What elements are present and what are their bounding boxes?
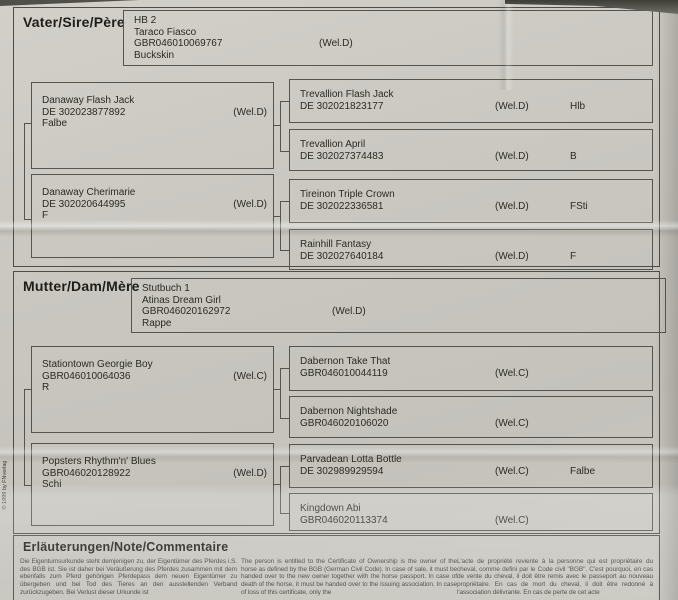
horse-reg-number: GBR046010044119: [300, 367, 388, 379]
horse-reg-number: GBR046020162972: [142, 306, 231, 317]
notes-text-english: The person is entitled to the Certificat…: [241, 558, 457, 596]
horse-reg-number: DE 302021823177: [300, 100, 384, 112]
horse-reg-number: DE 302020644995: [42, 198, 126, 210]
pedigree-box-dam-sire: Stationtown Georgie Boy GBR046010064036 …: [31, 346, 274, 433]
horse-reg-number: DE 302023877892: [42, 106, 126, 118]
breed-label: (Wel.D): [495, 150, 529, 162]
sire-section: Vater/Sire/Père HB 2 Taraco Fiasco GBR04…: [13, 7, 660, 270]
horse-name: Rainhill Fantasy: [300, 239, 372, 250]
paper-shadow-top-left: [0, 0, 140, 6]
horse-reg-number: DE 302022336581: [300, 200, 384, 212]
pedigree-connector: [274, 389, 280, 390]
horse-name: Parvadean Lotta Bottle: [300, 454, 402, 465]
notes-text-german: Die Eigentumsurkunde steht demjenigen zu…: [20, 558, 237, 596]
horse-reg-number: GBR046020128922: [42, 467, 131, 479]
pedigree-box-dam-sire-dam: Dabernon Nightshade GBR046020106020 (Wel…: [289, 396, 653, 438]
sire-section-header: Vater/Sire/Père: [23, 14, 125, 30]
horse-name: Popsters Rhythm'n' Blues: [42, 456, 156, 467]
pedigree-box-dam-dam: Popsters Rhythm'n' Blues GBR046020128922…: [31, 443, 274, 526]
pedigree-box-sire: HB 2 Taraco Fiasco GBR046010069767 Bucks…: [123, 10, 653, 66]
pedigree-box-sire-sire: Danaway Flash Jack DE 302023877892 Falbe…: [31, 82, 274, 169]
horse-color: Falbe: [42, 118, 68, 129]
breed-label: (Wel.D): [319, 38, 353, 49]
color-label: FSti: [570, 200, 588, 212]
pedigree-box-dam-dam-dam: Kingdown Abi GBR046020113374 (Wel.C): [289, 493, 653, 531]
horse-name: Dabernon Take That: [300, 356, 391, 367]
pedigree-box-sire-dam: Danaway Cherimarie DE 302020644995 F (We…: [31, 174, 274, 258]
studbook-label: HB 2: [134, 15, 157, 26]
breed-label: (Wel.D): [233, 198, 267, 210]
horse-name: Dabernon Nightshade: [300, 406, 398, 417]
pedigree-box-dam: Stutbuch 1 Atinas Dream Girl GBR04602016…: [131, 278, 666, 333]
horse-color: Rappe: [142, 317, 172, 329]
pedigree-connector: [274, 125, 280, 126]
breed-label: (Wel.C): [495, 514, 529, 526]
horse-color: Buckskin: [134, 49, 175, 61]
horse-name: Danaway Cherimarie: [42, 187, 136, 198]
breed-label: (Wel.C): [495, 417, 529, 429]
pedigree-box-dam-sire-sire: Dabernon Take That GBR046010044119 (Wel.…: [289, 346, 653, 391]
breed-label: (Wel.D): [233, 467, 267, 479]
breed-label: (Wel.C): [495, 367, 529, 379]
breed-label: (Wel.D): [495, 200, 529, 212]
breed-label: (Wel.C): [233, 370, 267, 382]
copyright-label: © 1999 by FNverlag: [2, 460, 8, 510]
horse-reg-number: GBR046010064036: [42, 370, 131, 382]
pedigree-box-sire-dam-sire: Tireinon Triple Crown DE 302022336581 (W…: [289, 179, 653, 223]
breed-label: (Wel.D): [233, 106, 267, 118]
horse-color: Schi: [42, 479, 62, 490]
horse-name: Tireinon Triple Crown: [300, 189, 395, 200]
pedigree-box-sire-sire-dam: Trevallion April DE 302027374483 (Wel.D)…: [289, 129, 653, 171]
horse-name: Danaway Flash Jack: [42, 95, 135, 106]
notes-section-header: Erläuterungen/Note/Commentaire: [23, 540, 229, 554]
horse-name: Atinas Dream Girl: [142, 294, 221, 306]
color-label: Falbe: [570, 465, 596, 477]
horse-color: R: [42, 382, 50, 393]
studbook-label: Stutbuch 1: [142, 283, 190, 294]
color-label: B: [570, 150, 577, 162]
horse-reg-number: GBR046020113374: [300, 514, 388, 526]
dam-section-header: Mutter/Dam/Mère: [23, 278, 140, 294]
color-label: F: [570, 250, 577, 262]
pedigree-connector: [274, 484, 280, 485]
horse-name: Trevallion April: [300, 139, 366, 150]
horse-name: Trevallion Flash Jack: [300, 89, 394, 100]
horse-reg-number: DE 302027374483: [300, 150, 384, 162]
pedigree-box-sire-dam-dam: Rainhill Fantasy DE 302027640184 (Wel.D)…: [289, 229, 653, 270]
pedigree-box-dam-dam-sire: Parvadean Lotta Bottle DE 302989929594 (…: [289, 444, 653, 488]
horse-color: F: [42, 210, 49, 221]
horse-reg-number: GBR046010069767: [134, 38, 223, 49]
horse-reg-number: GBR046020106020: [300, 417, 389, 429]
breed-label: (Wel.D): [495, 250, 529, 262]
horse-name: Kingdown Abi: [300, 503, 361, 514]
pedigree-connector: [274, 216, 280, 217]
breed-label: (Wel.C): [495, 465, 529, 477]
horse-reg-number: DE 302027640184: [300, 250, 384, 262]
horse-reg-number: DE 302989929594: [300, 465, 384, 477]
notes-section: Erläuterungen/Note/Commentaire Die Eigen…: [13, 535, 660, 600]
color-label: Hlb: [570, 100, 586, 112]
horse-name: Taraco Fiasco: [134, 26, 197, 38]
breed-label: (Wel.D): [332, 306, 366, 317]
dam-section: Mutter/Dam/Mère Stutbuch 1 Atinas Dream …: [13, 271, 666, 534]
pedigree-box-sire-sire-sire: Trevallion Flash Jack DE 302021823177 (W…: [289, 79, 653, 123]
breed-label: (Wel.D): [495, 100, 529, 112]
notes-text-french: L'acte de propriété reviente à la person…: [457, 558, 653, 596]
horse-name: Stationtown Georgie Boy: [42, 359, 153, 370]
